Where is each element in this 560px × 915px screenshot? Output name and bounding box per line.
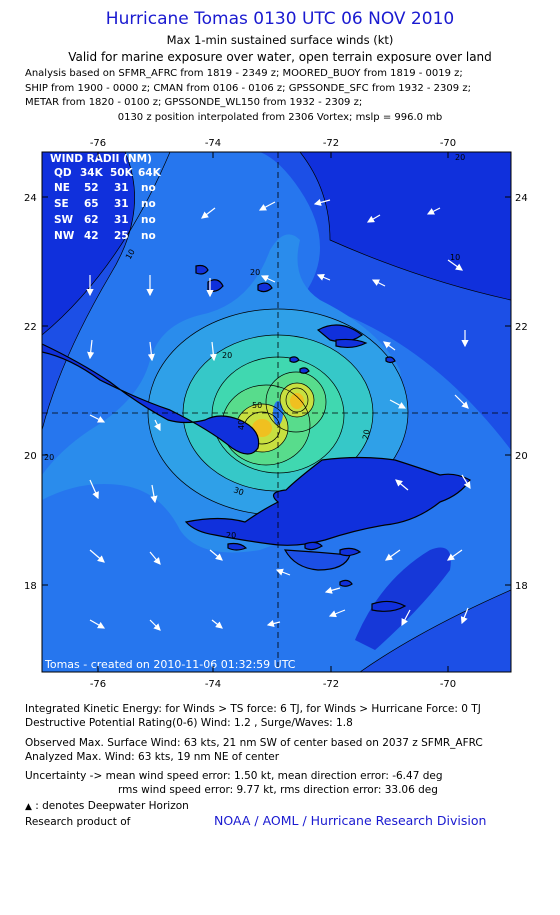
wind-radii-header: QD [54, 167, 72, 179]
contour-label: 20 [222, 351, 232, 360]
wind-radii-cell: 65 [84, 198, 99, 210]
wind-radii-cell: no [141, 198, 156, 210]
plot-frame [41, 151, 512, 673]
island [339, 547, 362, 557]
org-link[interactable]: NOAA / AOML / Hurricane Research Divisio… [214, 813, 487, 828]
wind-radii-cell: 31 [114, 198, 129, 210]
lon-tick-label: -76 [90, 138, 106, 149]
analysis-line: METAR from 1820 - 0100 z; GPSSONDE_WL150… [25, 97, 363, 108]
contour-label: 20 [226, 531, 236, 540]
wind-radii-cell: NE [54, 182, 70, 194]
contour-label: 20 [44, 453, 54, 462]
lon-tick-label: -76 [90, 679, 106, 690]
lon-tick-label: -72 [323, 138, 339, 149]
contour-label: 20 [455, 153, 465, 162]
map-subtitle: Max 1-min sustained surface winds (kt) [166, 33, 394, 47]
lat-tick-label: 20 [24, 451, 37, 462]
wind-radii-cell: 42 [84, 230, 99, 242]
wind-radii-header: 50K [110, 167, 134, 179]
wind-radii-cell: 31 [114, 182, 129, 194]
wind-field-map: 20 10 20 20 20 30 40 50 20 10 20 WIND RA… [24, 138, 528, 690]
island [335, 338, 368, 349]
wind-radii-cell: SE [54, 198, 69, 210]
lat-tick-label: 18 [24, 581, 37, 592]
analysis-line: Analysis based on SFMR_AFRC from 1819 - … [25, 68, 463, 79]
contour-label: 50 [252, 401, 262, 410]
longitude-labels: -76 -74 -72 -70 -76 -74 -72 -70 [90, 138, 456, 690]
observed-max-line: Observed Max. Surface Wind: 63 kts, 21 n… [25, 737, 483, 749]
map-credit: Tomas - created on 2010-11-06 01:32:59 U… [44, 658, 296, 671]
wind-radii-cell: SW [54, 214, 74, 226]
cuba-coast [42, 343, 260, 455]
lat-tick-label: 24 [24, 193, 37, 204]
island [195, 264, 209, 275]
lon-tick-label: -70 [440, 138, 456, 149]
analysis-line: SHIP from 1900 - 0000 z; CMAN from 0106 … [25, 82, 471, 94]
deepwater-text: : denotes Deepwater Horizon [35, 800, 189, 812]
lat-tick-label: 18 [515, 581, 528, 592]
axis-ticks [42, 152, 511, 672]
dpr-line: Destructive Potential Rating(0-6) Wind: … [25, 717, 353, 729]
wind-radii-cell: no [141, 182, 156, 194]
uncertainty-line: Uncertainty -> mean wind speed error: 1.… [25, 770, 443, 782]
ike-line: Integrated Kinetic Energy: for Winds > T… [25, 703, 481, 715]
wind-radii-cell: no [141, 214, 156, 226]
plot-area: 20 10 20 20 20 30 40 50 20 10 20 WIND RA… [42, 152, 511, 672]
contour-label: 20 [361, 429, 372, 441]
wind-radii-table: WIND RADII (NM) QD 34K 50K 64K NE 52 31 … [50, 153, 162, 242]
contour-label: 10 [124, 248, 137, 261]
validity-note: Valid for marine exposure over water, op… [68, 50, 492, 64]
contour-label: 10 [450, 253, 460, 262]
island [371, 600, 407, 612]
lat-tick-label: 20 [515, 451, 528, 462]
wind-vectors [86, 198, 471, 631]
latitude-labels: 24 22 20 18 24 22 20 18 [24, 193, 528, 592]
deepwater-icon: ▲ [25, 802, 32, 812]
lon-tick-label: -74 [205, 138, 221, 149]
lon-tick-label: -72 [323, 679, 339, 690]
wind-radii-cell: 25 [114, 230, 129, 242]
deepwater-legend: ▲ : denotes Deepwater Horizon [25, 800, 189, 812]
wind-core-ne [290, 393, 304, 409]
wind-radii-cell: NW [54, 230, 75, 242]
wind-radii-title: WIND RADII (NM) [50, 153, 152, 165]
island [289, 356, 300, 363]
analysis-sources: Analysis based on SFMR_AFRC from 1819 - … [25, 67, 471, 111]
island [385, 356, 396, 364]
analyzed-max-line: Analyzed Max. Wind: 63 kts, 19 nm NE of … [25, 751, 280, 763]
wind-radii-cell: 52 [84, 182, 99, 194]
lat-tick-label: 24 [515, 193, 528, 204]
gonave-island [283, 549, 351, 571]
wind-radii-cell: 31 [114, 214, 129, 226]
wind-radii-cell: no [141, 230, 156, 242]
lon-tick-label: -74 [205, 679, 221, 690]
contour-label: 30 [232, 485, 245, 497]
wind-radii-cell: 62 [84, 214, 99, 226]
lat-tick-label: 22 [515, 322, 528, 333]
lon-tick-label: -70 [440, 679, 456, 690]
map-title: Hurricane Tomas 0130 UTC 06 NOV 2010 [105, 9, 455, 29]
research-label: Research product of [25, 816, 131, 828]
wind-radii-header: 34K [80, 167, 104, 179]
island [299, 367, 310, 374]
island [227, 542, 248, 551]
low-wind-patch [355, 547, 451, 650]
wind-radii-header: 64K [138, 167, 162, 179]
contour-label-group: 20 10 20 20 20 30 40 50 20 10 20 [44, 153, 465, 540]
contour-label: 40 [237, 420, 246, 430]
lat-tick-label: 22 [24, 322, 37, 333]
island [339, 579, 353, 587]
position-note: 0130 z position interpolated from 2306 V… [117, 112, 443, 123]
wind-core-sw [252, 419, 272, 437]
island [304, 541, 323, 551]
island [257, 282, 273, 293]
rms-line: rms wind speed error: 9.77 kt, rms direc… [118, 784, 438, 796]
contour-label: 20 [250, 268, 260, 277]
